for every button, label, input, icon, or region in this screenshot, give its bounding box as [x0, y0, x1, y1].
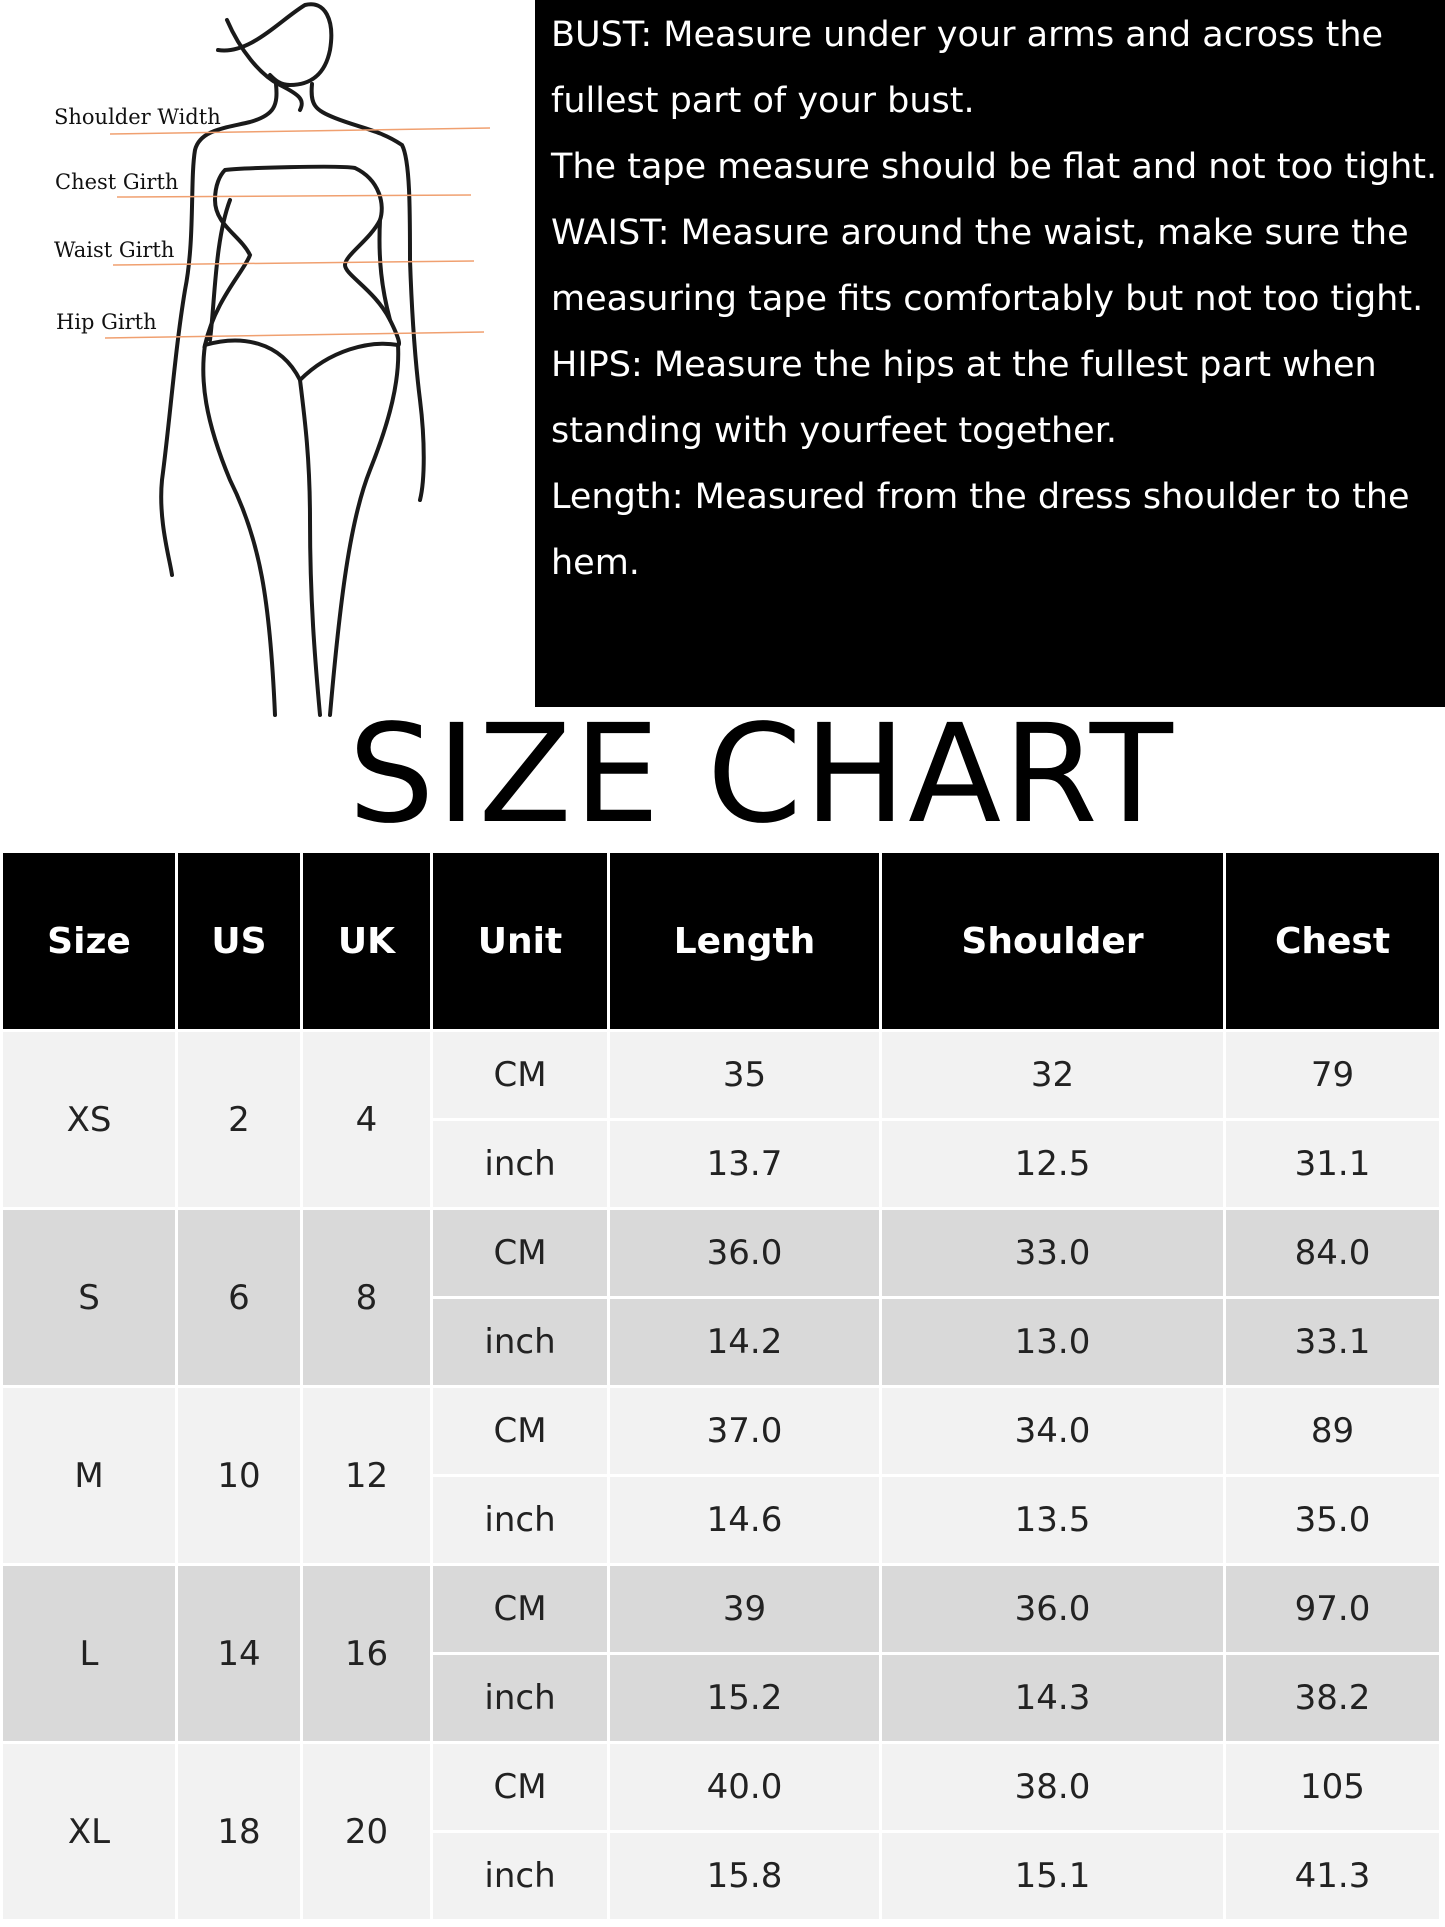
table-row: XL 18 20 CM 40.0 38.0 105	[3, 1744, 1439, 1919]
cell-shoulder: 13.0	[882, 1299, 1223, 1385]
length-instruction: Length: Measured from the dress shoulder…	[551, 477, 1410, 583]
cell-shoulder: 34.0	[882, 1388, 1223, 1474]
cell-us: 14	[178, 1566, 300, 1741]
column-header: Size	[3, 853, 175, 1029]
cell-chest: 38.2	[1226, 1655, 1439, 1741]
column-header: UK	[303, 853, 430, 1029]
cell-shoulder: 15.1	[882, 1833, 1223, 1919]
cell-shoulder: 32	[882, 1032, 1223, 1118]
cell-unit: CM	[433, 1210, 607, 1296]
hip-girth-line	[104, 331, 485, 339]
table-row: inch 13.7 12.5 31.1	[3, 1121, 1439, 1207]
cell-chest: 41.3	[1226, 1833, 1439, 1919]
cell-length: 39	[610, 1566, 879, 1652]
tape-instruction: The tape measure should be flat and not …	[551, 147, 1438, 187]
cell-unit: CM	[433, 1566, 607, 1652]
cell-uk: 8	[303, 1210, 430, 1385]
label-shoulder-width: Shoulder Width	[54, 105, 221, 129]
cell-uk: 12	[303, 1388, 430, 1563]
cell-unit: CM	[433, 1388, 607, 1474]
column-header: Chest	[1226, 853, 1439, 1029]
table-row: L 14 16 CM 39 36.0 97.0	[3, 1566, 1439, 1741]
cell-uk: 20	[303, 1744, 430, 1919]
cell-unit: inch	[433, 1299, 607, 1385]
cell-unit: inch	[433, 1833, 607, 1919]
cell-uk: 16	[303, 1566, 430, 1741]
table-row: inch 15.8 15.1 41.3	[3, 1833, 1439, 1919]
measurement-lines	[104, 127, 491, 339]
waist-instruction: WAIST: Measure around the waist, make su…	[551, 213, 1424, 319]
cell-size: S	[3, 1210, 175, 1385]
body-measurement-figure: Shoulder Width Chest Girth Waist Girth H…	[0, 0, 530, 720]
waist-girth-line	[112, 260, 475, 266]
chest-girth-line	[116, 194, 472, 198]
cell-unit: inch	[433, 1655, 607, 1741]
cell-shoulder: 36.0	[882, 1566, 1223, 1652]
cell-size: XL	[3, 1744, 175, 1919]
label-hip-girth: Hip Girth	[56, 310, 157, 334]
cell-chest: 89	[1226, 1388, 1439, 1474]
cell-shoulder: 33.0	[882, 1210, 1223, 1296]
column-header: US	[178, 853, 300, 1029]
shoulder-width-line	[109, 127, 491, 135]
column-header: Length	[610, 853, 879, 1029]
measurement-instructions: BUST: Measure under your arms and across…	[535, 0, 1445, 707]
table-row: inch 14.2 13.0 33.1	[3, 1299, 1439, 1385]
cell-chest: 84.0	[1226, 1210, 1439, 1296]
cell-chest: 35.0	[1226, 1477, 1439, 1563]
cell-size: XS	[3, 1032, 175, 1207]
cell-length: 15.8	[610, 1833, 879, 1919]
cell-us: 18	[178, 1744, 300, 1919]
bust-instruction: BUST: Measure under your arms and across…	[551, 15, 1384, 121]
cell-chest: 105	[1226, 1744, 1439, 1830]
cell-shoulder: 38.0	[882, 1744, 1223, 1830]
cell-chest: 97.0	[1226, 1566, 1439, 1652]
label-waist-girth: Waist Girth	[54, 238, 175, 262]
cell-unit: inch	[433, 1121, 607, 1207]
cell-chest: 79	[1226, 1032, 1439, 1118]
cell-us: 2	[178, 1032, 300, 1207]
cell-shoulder: 12.5	[882, 1121, 1223, 1207]
cell-length: 14.2	[610, 1299, 879, 1385]
cell-length: 40.0	[610, 1744, 879, 1830]
table-row: XS 2 4 CM 35 32 79	[3, 1032, 1439, 1207]
cell-shoulder: 13.5	[882, 1477, 1223, 1563]
label-chest-girth: Chest Girth	[55, 170, 179, 194]
cell-length: 36.0	[610, 1210, 879, 1296]
cell-shoulder: 14.3	[882, 1655, 1223, 1741]
cell-chest: 31.1	[1226, 1121, 1439, 1207]
table-header-row: Size US UK Unit Length Shoulder Chest	[3, 853, 1439, 1029]
cell-size: L	[3, 1566, 175, 1741]
table-row: M 10 12 CM 37.0 34.0 89	[3, 1388, 1439, 1563]
cell-length: 13.7	[610, 1121, 879, 1207]
size-chart-table: Size US UK Unit Length Shoulder Chest XS 2 4 CM 35…	[0, 850, 1442, 1922]
cell-unit: inch	[433, 1477, 607, 1563]
cell-uk: 4	[303, 1032, 430, 1207]
body-outline-illustration	[159, 2, 426, 717]
table-row: S 6 8 CM 36.0 33.0 84.0	[3, 1210, 1439, 1385]
cell-unit: CM	[433, 1744, 607, 1830]
cell-us: 6	[178, 1210, 300, 1385]
page-title: SIZE CHART	[348, 696, 1175, 854]
column-header: Shoulder	[882, 853, 1223, 1029]
table-row: inch 14.6 13.5 35.0	[3, 1477, 1439, 1563]
cell-length: 14.6	[610, 1477, 879, 1563]
hips-instruction: HIPS: Measure the hips at the fullest pa…	[551, 345, 1377, 451]
cell-length: 37.0	[610, 1388, 879, 1474]
cell-us: 10	[178, 1388, 300, 1563]
cell-length: 15.2	[610, 1655, 879, 1741]
cell-chest: 33.1	[1226, 1299, 1439, 1385]
cell-size: M	[3, 1388, 175, 1563]
table-row: inch 15.2 14.3 38.2	[3, 1655, 1439, 1741]
cell-length: 35	[610, 1032, 879, 1118]
cell-unit: CM	[433, 1032, 607, 1118]
column-header: Unit	[433, 853, 607, 1029]
